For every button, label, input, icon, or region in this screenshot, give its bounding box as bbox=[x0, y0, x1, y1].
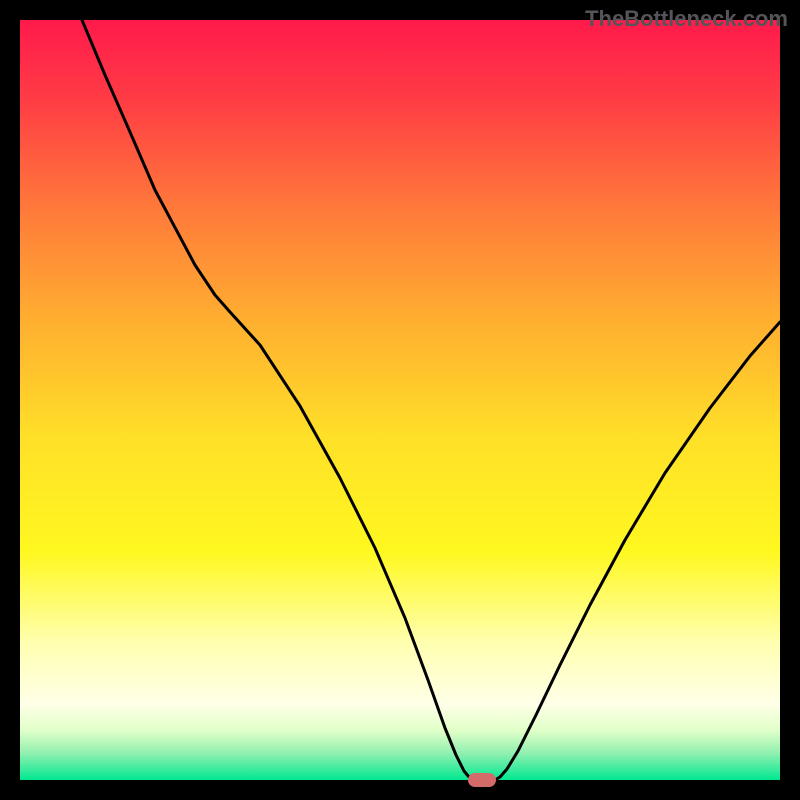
optimum-marker bbox=[468, 773, 496, 787]
watermark-text: TheBottleneck.com bbox=[585, 6, 788, 32]
plot-area bbox=[20, 20, 780, 780]
